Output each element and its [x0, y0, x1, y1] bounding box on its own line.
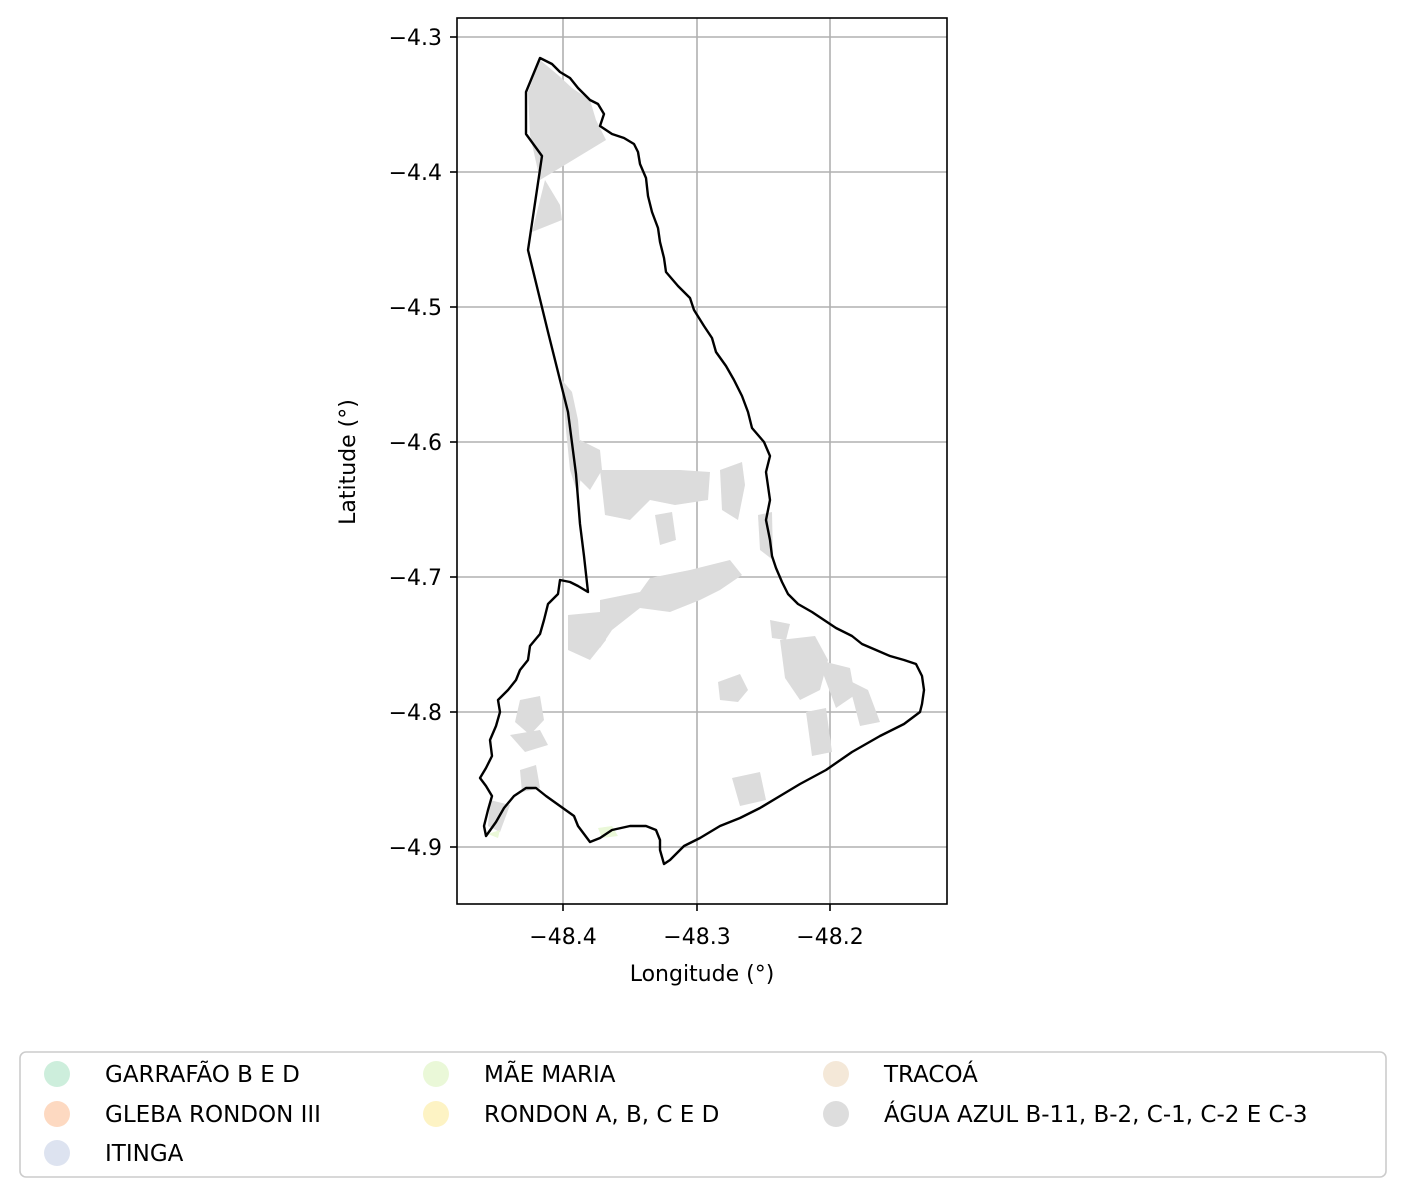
farm-area-east-small — [770, 620, 790, 640]
x-tick-label: −48.3 — [663, 925, 730, 950]
legend-marker-agua-azul — [823, 1101, 849, 1127]
farm-area-mid — [655, 512, 676, 545]
x-tick-label: −48.4 — [529, 925, 596, 950]
farm-area-center-main — [600, 560, 742, 648]
legend-label: GARRAFÃO B E D — [105, 1060, 300, 1088]
legend-marker-rondon — [423, 1101, 449, 1127]
farm-area-west-block — [580, 440, 602, 490]
legend-label: ÁGUA AZUL B-11, B-2, C-1, C-2 E C-3 — [884, 1100, 1308, 1128]
farm-areas — [488, 60, 880, 832]
farm-area-southeast-3 — [848, 680, 880, 726]
municipality-boundary — [478, 56, 926, 866]
legend-label: MÃE MARIA — [484, 1060, 616, 1088]
plot-frame — [456, 17, 948, 905]
farm-area-center-north — [600, 470, 710, 520]
legend-marker-tracoa — [823, 1061, 849, 1087]
legend-label: TRACOÁ — [883, 1060, 978, 1088]
farm-area-southeast-2 — [818, 660, 855, 708]
legend-marker-itinga — [44, 1140, 70, 1166]
farm-area-southwest-1 — [515, 696, 544, 735]
farm-area-southeast-4 — [806, 708, 832, 756]
farm-area-north — [528, 60, 606, 180]
farm-area-center-west — [568, 612, 606, 660]
y-tick-label: −4.7 — [389, 566, 442, 591]
farm-area-south-center-1 — [718, 674, 748, 702]
property-southwest-tip — [488, 830, 500, 838]
farm-area-southwest-2 — [510, 730, 548, 752]
legend-label: RONDON A, B, C E D — [484, 1102, 719, 1128]
y-tick-label: −4.6 — [389, 431, 442, 456]
farm-area-north-wedge — [532, 180, 562, 232]
legend-marker-gleba-rondon — [44, 1101, 70, 1127]
y-tick-label: −4.8 — [389, 701, 442, 726]
legend-marker-mae-maria — [423, 1061, 449, 1087]
legend-box — [19, 1051, 1387, 1178]
map-grid — [457, 18, 947, 904]
legend-label: ITINGA — [105, 1141, 184, 1167]
y-tick-label: −4.9 — [389, 836, 442, 861]
x-axis-title: Longitude (°) — [630, 962, 775, 987]
farm-area-center-east — [720, 462, 745, 520]
y-tick-label: −4.4 — [389, 161, 442, 186]
x-tick-label: −48.2 — [796, 925, 863, 950]
y-tick-label: −4.5 — [389, 296, 442, 321]
legend-label: GLEBA RONDON III — [105, 1102, 321, 1128]
farm-area-southeast-1 — [780, 636, 828, 700]
tick-marks — [450, 36, 831, 911]
farm-area-east-edge — [758, 512, 773, 560]
y-tick-label: −4.3 — [389, 26, 442, 51]
farm-area-south-center-2 — [732, 772, 766, 806]
legend-marker-garrafao — [44, 1061, 70, 1087]
legend: GARRAFÃO B E D GLEBA RONDON III ITINGA M… — [19, 1051, 1387, 1178]
farm-area-southwest-3 — [520, 765, 540, 792]
y-axis-title: Latitude (°) — [336, 399, 361, 525]
